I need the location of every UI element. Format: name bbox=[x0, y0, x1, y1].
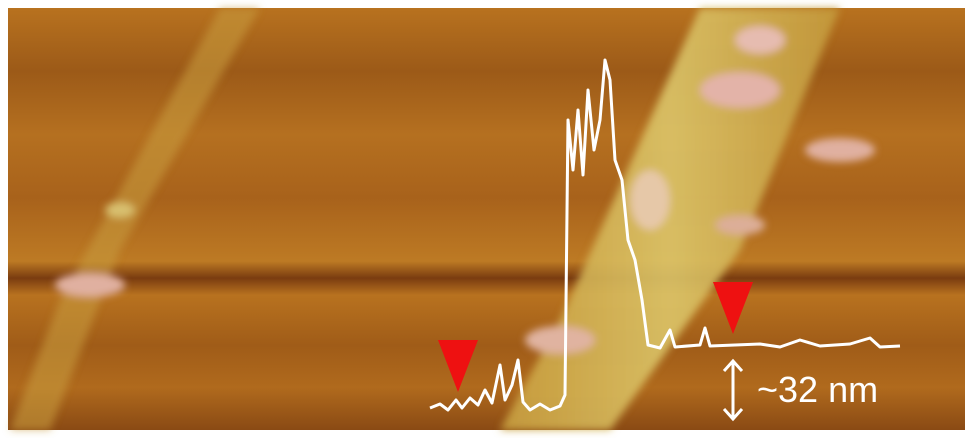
height-profile bbox=[429, 58, 901, 412]
marker-right bbox=[713, 282, 753, 334]
features bbox=[10, 8, 875, 430]
background bbox=[8, 8, 965, 430]
image-area: ~32 nm bbox=[8, 8, 965, 430]
height-arrow bbox=[722, 358, 744, 422]
height-label: ~32 nm bbox=[757, 369, 878, 410]
marker-left bbox=[438, 340, 478, 392]
